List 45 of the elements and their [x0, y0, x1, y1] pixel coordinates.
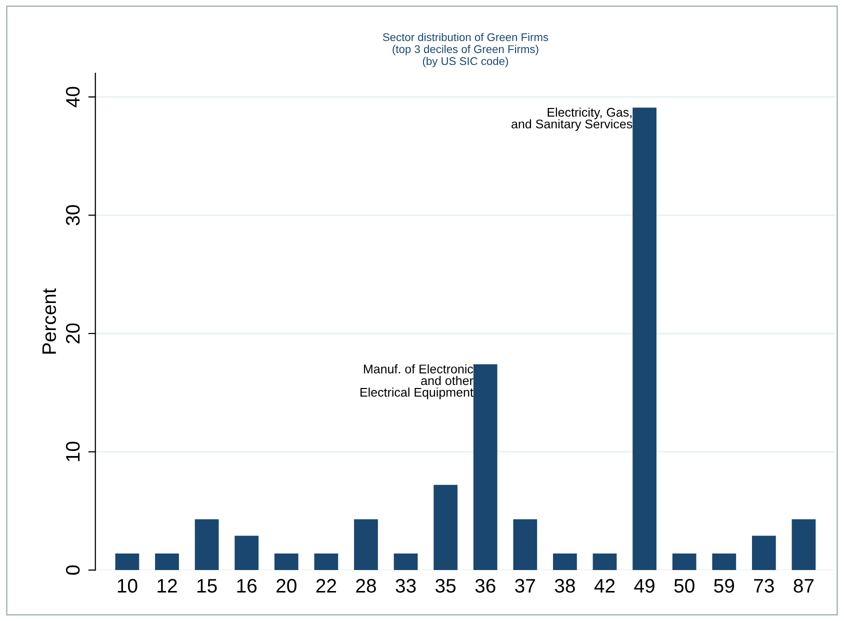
bar [354, 519, 378, 570]
bar [712, 554, 736, 570]
y-tick-label: 0 [66, 565, 80, 575]
bar [394, 554, 418, 570]
bar [234, 536, 259, 570]
x-tick-label: 35 [435, 578, 456, 593]
x-tick-label: 33 [396, 578, 416, 593]
x-tick-label: 73 [754, 578, 774, 593]
y-tick-label: 20 [66, 323, 80, 344]
bar [513, 519, 538, 570]
y-tick-label: 10 [66, 442, 80, 462]
bar [632, 108, 656, 570]
y-axis-title: Percent [42, 288, 56, 354]
bar [194, 519, 219, 570]
x-tick-label: 36 [475, 578, 496, 593]
annotation: Electricity, Gas, and Sanitary Services [512, 108, 632, 131]
y-tick-label: 30 [66, 205, 80, 226]
x-tick-label: 15 [197, 579, 217, 593]
x-tick-label: 22 [316, 578, 336, 593]
y-tick-label: 40 [66, 86, 80, 108]
bar [115, 554, 140, 570]
x-tick-label: 12 [158, 578, 177, 593]
bar [792, 519, 816, 570]
x-tick-label: 38 [554, 578, 575, 593]
x-tick-label: 10 [118, 578, 138, 593]
x-tick-label: 16 [237, 578, 257, 593]
x-tick-label: 28 [356, 578, 376, 593]
x-tick-label: 87 [794, 578, 814, 593]
bar [274, 554, 298, 570]
bar [592, 554, 617, 570]
x-tick-label: 37 [515, 578, 535, 593]
bar [553, 554, 577, 570]
chart-title: Sector distribution of Green Firms (top 3 deciles of Green Firms) (by US SIC code) [382, 32, 548, 68]
bar [473, 364, 498, 570]
x-tick-label: 20 [276, 578, 296, 593]
x-tick-label: 49 [634, 578, 654, 593]
bar [752, 536, 776, 570]
bar [314, 554, 338, 570]
x-tick-label: 59 [714, 578, 734, 593]
bar [434, 484, 458, 570]
x-tick-label: 50 [674, 578, 694, 593]
bar [155, 554, 179, 570]
bar [672, 554, 696, 570]
annotation: Manuf. of Electronic and other Electrical Equipment [360, 364, 474, 400]
x-tick-label: 42 [594, 578, 615, 593]
